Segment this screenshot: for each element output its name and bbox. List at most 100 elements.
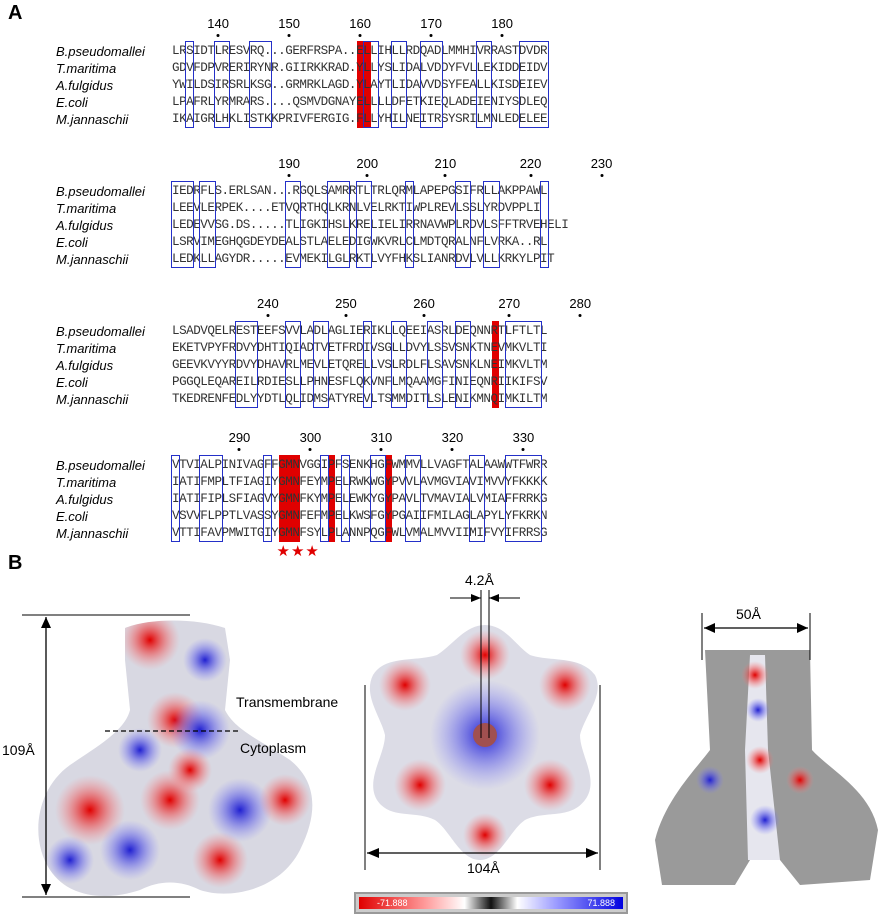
similarity-box [483, 181, 500, 268]
similarity-box [263, 455, 273, 542]
colorbar-min: -71.888 [377, 898, 408, 908]
sequence-row: IEDRFLS.ERLSAN...RGQLSAMRRTLTRLQRMLAPEPG… [172, 184, 548, 198]
species-name: E.coli [56, 509, 88, 524]
similarity-box [419, 41, 443, 128]
cross-section-structure [655, 613, 878, 885]
sequence-row: LEDKLLAGYDR.....EVMEKILGLRKTLVYFHKSLIANR… [172, 252, 555, 266]
conserved-column [328, 455, 336, 542]
species-name: T.maritima [56, 341, 117, 356]
species-name: E.coli [56, 95, 88, 110]
similarity-box [171, 181, 195, 268]
panel-label-b: B [8, 552, 23, 574]
species-name: E.coli [56, 375, 88, 390]
position-number: 160 [349, 16, 371, 31]
similarity-box [469, 455, 486, 542]
species-name: B.pseudomallei [56, 44, 145, 59]
sequence-row: IATIFMPLTFIAGIYGMNFEYMPELRWKWGYPVVLAVMGV… [172, 475, 548, 489]
similarity-box [504, 321, 543, 408]
position-tick [422, 314, 426, 317]
position-tick [600, 174, 604, 177]
species-name: T.maritima [56, 475, 117, 490]
similarity-box [540, 181, 550, 268]
similarity-box [391, 41, 408, 128]
position-number: 150 [278, 16, 300, 31]
similarity-box [455, 181, 472, 268]
similarity-box [249, 41, 273, 128]
conserved-column [491, 321, 499, 408]
species-name: M.jannaschii [56, 112, 129, 127]
panel-label-a: A [8, 2, 23, 24]
sequence-row: PGGQLEQAREILRDIESLLPHNESFLQKVNFLMQAAMGFI… [172, 375, 548, 389]
position-number: 260 [413, 296, 435, 311]
position-tick [237, 448, 241, 451]
position-number: 300 [299, 430, 322, 445]
species-name: E.coli [56, 235, 88, 250]
cytoplasm-label: Cytoplasm [240, 740, 307, 756]
position-number: 250 [335, 296, 357, 311]
similarity-box [327, 181, 351, 268]
conserved-column [278, 455, 300, 542]
species-name: M.jannaschii [56, 392, 129, 407]
similarity-box [355, 181, 372, 268]
position-tick [344, 314, 348, 317]
similarity-box [320, 455, 330, 542]
alignment-block: 240 250 260 270 280 B.pseudomallei LSADVQELRES… [0, 296, 886, 416]
position-number: 240 [256, 296, 279, 311]
position-number: 280 [569, 296, 592, 311]
position-number: 320 [441, 430, 464, 445]
sequence-row: LEDEVVSG.DS.....TLIGKIHSLKRELIELIRRNAVWP… [172, 218, 569, 232]
similarity-box [313, 321, 330, 408]
sequence-row: GEEVKVYYRDVYDHAVRLMEVLETQRELLVSLRDLFLSAV… [172, 358, 548, 372]
conserved-column [385, 455, 393, 542]
sequence-row: IATIFIPLSFIAGVYGMNFKYMPELEWKYGYPAVLTVMAV… [172, 492, 548, 506]
position-tick [500, 34, 504, 37]
species-name: A.fulgidus [56, 218, 114, 233]
species-name: T.maritima [56, 61, 117, 76]
position-number: 220 [519, 156, 542, 171]
conservation-stars: ★★★ [276, 543, 320, 560]
species-name: B.pseudomallei [56, 458, 145, 473]
width-label: 104Å [467, 860, 500, 876]
electrostatic-colorbar: -71.888 71.888 [354, 892, 628, 914]
similarity-box [504, 455, 543, 542]
similarity-box [185, 41, 195, 128]
position-number: 230 [590, 156, 613, 171]
similarity-box [284, 321, 301, 408]
similarity-box [234, 321, 259, 408]
similarity-box [171, 455, 181, 542]
position-number: 270 [498, 296, 521, 311]
species-name: A.fulgidus [56, 492, 114, 507]
colorbar-max: 71.888 [587, 898, 615, 908]
sequence-row: YWILDSIRSRLKSG..GRMRKLAGD.YLAYTLIDAVVDSY… [172, 78, 548, 92]
similarity-box [405, 181, 415, 268]
sequence-row: LSADVQELRESTEEFSVVLADLAGLIERIKLLQEEIASRL… [172, 324, 548, 338]
similarity-box [199, 455, 223, 542]
position-tick [443, 174, 447, 177]
position-number: 200 [356, 156, 379, 171]
position-number: 140 [207, 16, 229, 31]
similarity-box [426, 321, 443, 408]
sequence-row: EKETVPYFRDVYDHTIQIADTVETFRDIVSGLLDVYLSSV… [172, 341, 548, 355]
species-name: B.pseudomallei [56, 184, 145, 199]
top-view-structure [364, 590, 601, 870]
alignment-block: 140 150 160 170 180 B.pseudomallei LRSIDTLRESV… [0, 16, 886, 136]
position-number: 330 [512, 430, 535, 445]
position-tick [287, 34, 291, 37]
position-tick [521, 448, 525, 451]
species-name: B.pseudomallei [56, 324, 145, 339]
species-name: A.fulgidus [56, 358, 114, 373]
position-tick [578, 314, 582, 317]
species-name: M.jannaschii [56, 526, 129, 541]
similarity-box [405, 455, 422, 542]
similarity-box [199, 181, 216, 268]
similarity-box [518, 41, 550, 128]
similarity-box [476, 41, 493, 128]
position-tick [429, 34, 433, 37]
position-tick [308, 448, 312, 451]
position-tick [365, 174, 369, 177]
species-name: T.maritima [56, 201, 117, 216]
transmembrane-label: Transmembrane [236, 694, 339, 710]
sequence-row: GDVFDPVRERIRYNR.GIIRKKRAD.YLLYSLIDALVDDY… [172, 61, 548, 75]
position-tick [358, 34, 362, 37]
position-tick [379, 448, 383, 451]
